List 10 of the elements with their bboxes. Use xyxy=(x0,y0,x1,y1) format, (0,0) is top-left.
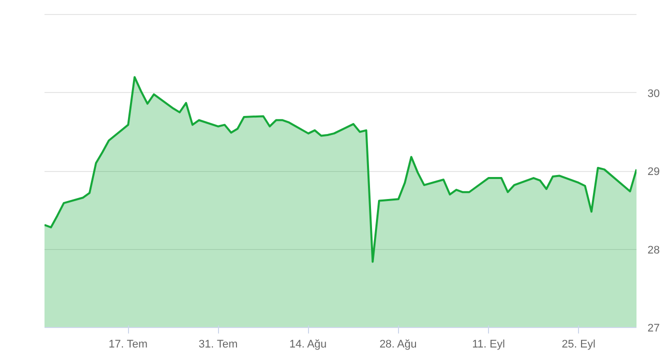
y-tick-label: 27 xyxy=(648,322,660,334)
x-tick-label: 28. Ağu xyxy=(379,338,417,350)
y-tick-label: 30 xyxy=(648,88,660,100)
y-tick-label: 28 xyxy=(648,244,660,256)
x-tick-label: 17. Tem xyxy=(108,338,148,350)
x-tick-label: 11. Eyl xyxy=(472,338,505,350)
y-tick-label: 29 xyxy=(648,166,660,178)
x-tick-label: 31. Tem xyxy=(198,338,238,350)
x-tick-label: 25. Eyl xyxy=(562,338,596,350)
x-tick-label: 14. Ağu xyxy=(289,338,327,350)
